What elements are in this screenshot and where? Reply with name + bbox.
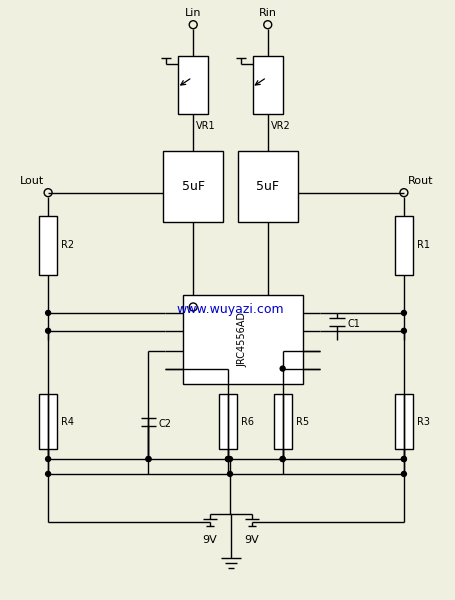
Circle shape (228, 457, 233, 461)
Text: C1: C1 (347, 319, 360, 329)
Circle shape (226, 457, 231, 461)
Bar (39, 215, 57, 275)
Text: Lin: Lin (185, 8, 202, 18)
Circle shape (46, 328, 51, 333)
Circle shape (280, 366, 285, 371)
Bar (178, 56, 208, 114)
Text: R3: R3 (417, 417, 430, 427)
Text: VR2: VR2 (271, 121, 290, 131)
Text: VR1: VR1 (196, 121, 216, 131)
Circle shape (401, 457, 406, 461)
Text: 9V: 9V (203, 535, 217, 545)
Circle shape (401, 457, 406, 461)
Text: R5: R5 (296, 417, 308, 427)
Text: R1: R1 (417, 241, 430, 250)
Text: R6: R6 (241, 417, 254, 427)
Text: Rin: Rin (259, 8, 277, 18)
Text: 5uF: 5uF (182, 180, 205, 193)
Circle shape (401, 328, 406, 333)
Bar (395, 394, 413, 449)
Circle shape (146, 457, 151, 461)
Text: www.wuyazi.com: www.wuyazi.com (176, 304, 284, 316)
Text: R2: R2 (61, 241, 74, 250)
Bar (274, 394, 292, 449)
Text: R4: R4 (61, 417, 74, 427)
Bar (253, 56, 283, 114)
Circle shape (146, 457, 151, 461)
Circle shape (228, 472, 233, 476)
Circle shape (226, 457, 231, 461)
Circle shape (46, 472, 51, 476)
Circle shape (46, 457, 51, 461)
Text: 5uF: 5uF (256, 180, 279, 193)
Bar (163, 151, 223, 223)
Bar (183, 295, 303, 385)
Text: C2: C2 (158, 419, 172, 429)
Bar (395, 215, 413, 275)
Bar (39, 394, 57, 449)
Circle shape (280, 457, 285, 461)
Text: Lout: Lout (20, 176, 44, 186)
Text: JRC4556AD: JRC4556AD (238, 312, 248, 367)
Circle shape (401, 472, 406, 476)
Circle shape (46, 310, 51, 316)
Circle shape (280, 457, 285, 461)
Text: 9V: 9V (244, 535, 259, 545)
Text: Rout: Rout (408, 176, 434, 186)
Bar (238, 151, 298, 223)
Bar (219, 394, 237, 449)
Circle shape (401, 310, 406, 316)
